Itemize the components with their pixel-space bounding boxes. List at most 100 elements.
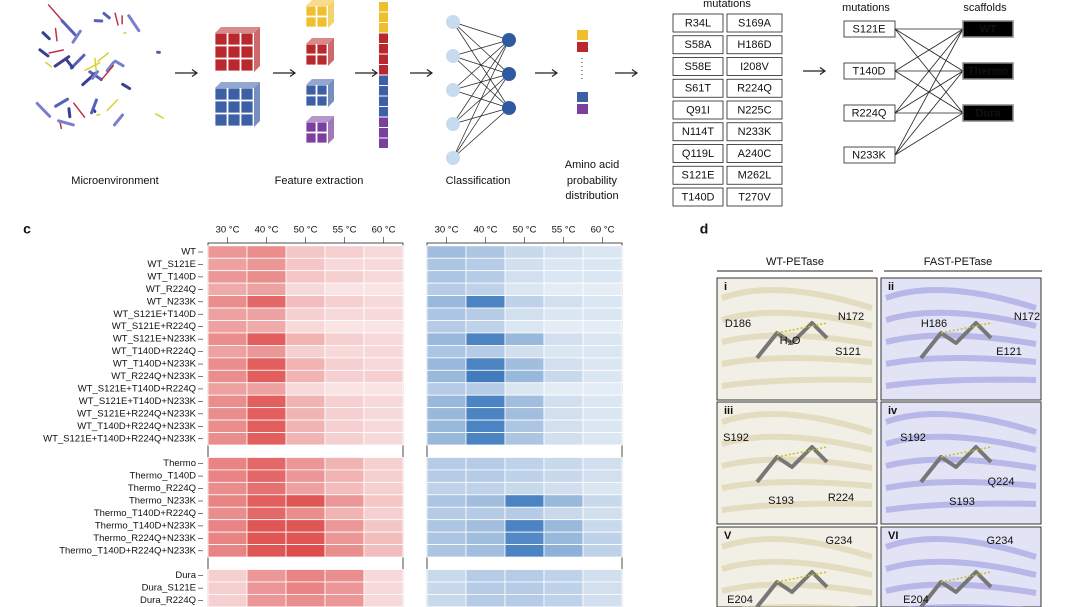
row-label: WT_T140D+R224Q — [112, 346, 196, 357]
heatmap-cell — [426, 307, 467, 321]
heatmap-cell — [543, 407, 584, 421]
heatmap-cell — [363, 494, 404, 508]
residue — [919, 321, 993, 360]
label: M262L — [738, 170, 772, 182]
cube-cell — [214, 87, 228, 101]
heatmap-cell — [363, 295, 404, 309]
heatmap-cell — [504, 494, 545, 508]
heatmap-cell — [285, 245, 326, 259]
ribbon — [885, 500, 1037, 513]
row-label: WT_S121E+T140D+R224Q+N233K — [43, 433, 197, 444]
column-header: FAST-PETase — [924, 256, 992, 268]
label: R224Q — [737, 83, 772, 95]
heatmap-cell — [465, 569, 506, 583]
heatmap-cell — [504, 307, 545, 321]
heatmap-cell — [582, 394, 623, 409]
heatmap-cell — [426, 506, 467, 521]
heatmap-cell — [465, 581, 506, 595]
heatmap-cell — [246, 432, 287, 446]
heatmap-cell — [543, 332, 584, 346]
heatmap-cell — [207, 494, 248, 508]
heatmap-cell — [582, 581, 623, 595]
heatmap-cell — [426, 481, 467, 496]
heatmap-cell — [426, 282, 467, 296]
label: probability — [567, 175, 618, 187]
label: A240C — [738, 148, 772, 160]
heatmap-cell — [285, 581, 326, 595]
label: WT — [979, 23, 996, 35]
heatmap-cell — [582, 544, 623, 558]
feature-cell — [379, 23, 388, 33]
cube-cell — [214, 32, 228, 46]
row-label: Dura_R224Q — [140, 595, 196, 606]
link — [894, 112, 964, 156]
molecule-bond — [96, 113, 101, 117]
heatmap-cell — [207, 332, 248, 346]
label: Amino acid — [565, 159, 619, 171]
cube-cell — [316, 132, 328, 144]
residue-label: G234 — [826, 535, 853, 547]
heatmap-cell — [543, 270, 584, 284]
residue-label: S192 — [900, 432, 926, 444]
heatmap-cell — [543, 307, 584, 321]
heatmap-cell — [582, 594, 623, 607]
cube-cell — [240, 32, 254, 46]
cube-cell — [316, 16, 328, 28]
heatmap-cell — [324, 457, 365, 471]
arrow-head — [371, 69, 379, 77]
heatmap-cell — [543, 519, 584, 533]
cube-cell — [214, 113, 228, 127]
heatmap-cell — [246, 320, 287, 334]
heatmap-cell — [426, 344, 467, 359]
heatmap-cell — [207, 419, 248, 433]
hbond — [940, 571, 992, 583]
heatmap-cell — [363, 581, 404, 595]
cube-cell — [240, 45, 254, 59]
heatmap-cell — [285, 320, 326, 334]
column-label: 50 °C — [513, 225, 537, 236]
cube-cell — [240, 58, 254, 72]
heatmap-cell — [504, 369, 545, 384]
heatmap-cell — [363, 270, 404, 284]
row-label: WT_S121E+T140D+R224Q — [78, 383, 196, 394]
heatmap-cell — [207, 307, 248, 321]
residue-label: H₂O — [780, 335, 801, 347]
arrow-head — [551, 69, 559, 77]
network-edge — [452, 39, 510, 57]
heatmap-cell — [426, 519, 467, 533]
label: Classification — [446, 175, 511, 187]
cube-top — [306, 116, 334, 122]
heatmap-cell — [207, 506, 248, 521]
heatmap-cell — [426, 469, 467, 483]
cube-top — [306, 79, 334, 85]
arrow-head — [289, 69, 297, 77]
mutation-box — [672, 57, 724, 76]
heatmap-cell — [246, 245, 287, 259]
heatmap-cell — [465, 382, 506, 396]
heatmap-cell — [324, 544, 365, 558]
heatmap-cell — [504, 432, 545, 446]
heatmap-cell — [207, 282, 248, 296]
heatmap-cell — [324, 419, 365, 433]
label: N114T — [682, 126, 714, 138]
heatmap-cell — [324, 382, 365, 396]
heatmap-cell — [465, 295, 506, 309]
heatmap-cell — [543, 382, 584, 396]
feature-cell — [379, 86, 388, 96]
heatmap-cell — [426, 245, 467, 259]
probability-cell — [577, 92, 588, 102]
hbond — [776, 446, 828, 458]
link — [894, 70, 964, 156]
row-label: WT_S121E — [147, 259, 196, 270]
heatmap-cell — [582, 257, 623, 272]
row-label: Thermo_N233K — [129, 496, 197, 507]
residue-label: G234 — [987, 535, 1014, 547]
residue — [919, 570, 993, 607]
molecule-bond — [94, 57, 97, 72]
heatmap-cell — [324, 481, 365, 496]
mutation-box — [726, 78, 783, 98]
heatmap-cell — [465, 544, 506, 558]
ribbon — [721, 478, 873, 491]
panel-letter: d — [700, 221, 709, 237]
column-label: 30 °C — [216, 225, 240, 236]
